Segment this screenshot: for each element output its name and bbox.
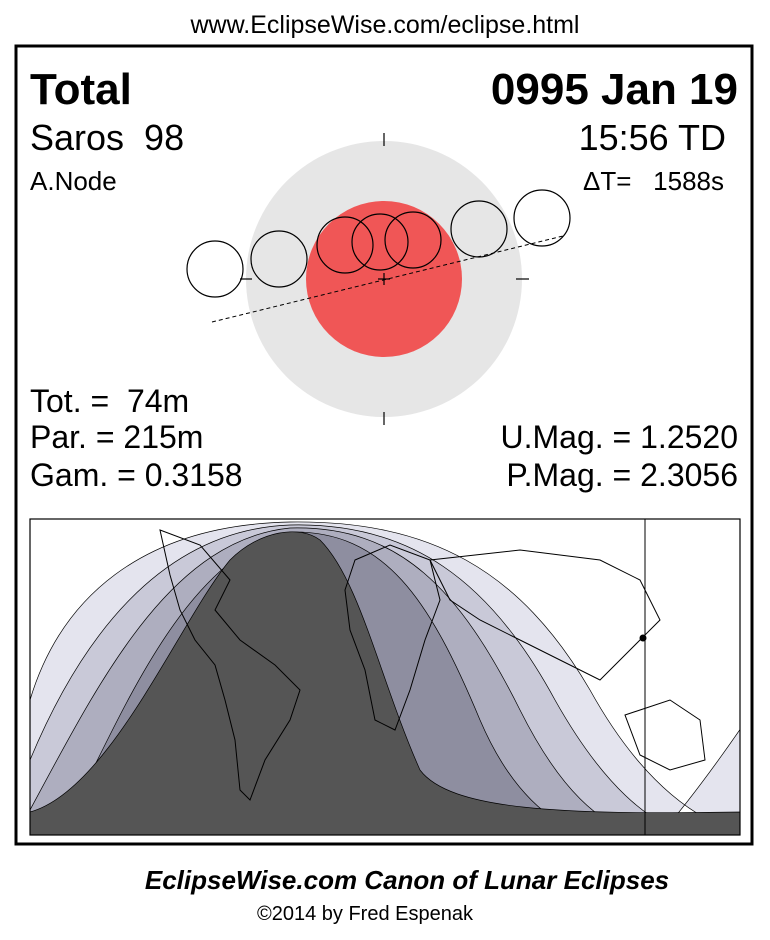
total-duration: Tot. = 74m [30,383,189,419]
time: 15:56 TD [579,117,726,158]
footer-credit: ©2014 by Fred Espenak [257,903,474,925]
node: A.Node [30,166,117,196]
eclipse-date: 0995 Jan 19 [491,65,738,114]
greatest-eclipse-point [639,634,647,642]
partial-duration: Par. = 215m [30,419,203,455]
moon-positions [186,189,571,298]
penumbral-magnitude: P.Mag. = 2.3056 [506,457,738,493]
gamma: Gam. = 0.3158 [30,457,243,493]
footer-title: EclipseWise.com Canon of Lunar Eclipses [145,865,669,895]
moon-path [211,235,564,323]
visibility-map [29,518,741,836]
frame [14,44,754,846]
eclipse-type: Total [30,65,132,114]
url: www.EclipseWise.com/eclipse.html [190,11,580,39]
map-border [29,518,741,836]
umbral-zone [30,531,740,835]
coastlines [159,529,706,801]
axis-ticks [240,133,529,425]
saros: Saros 98 [30,117,184,158]
shadow-diagram [186,133,571,425]
delta-t: ΔT= 1588s [583,166,724,196]
umbral-magnitude: U.Mag. = 1.2520 [501,419,738,455]
